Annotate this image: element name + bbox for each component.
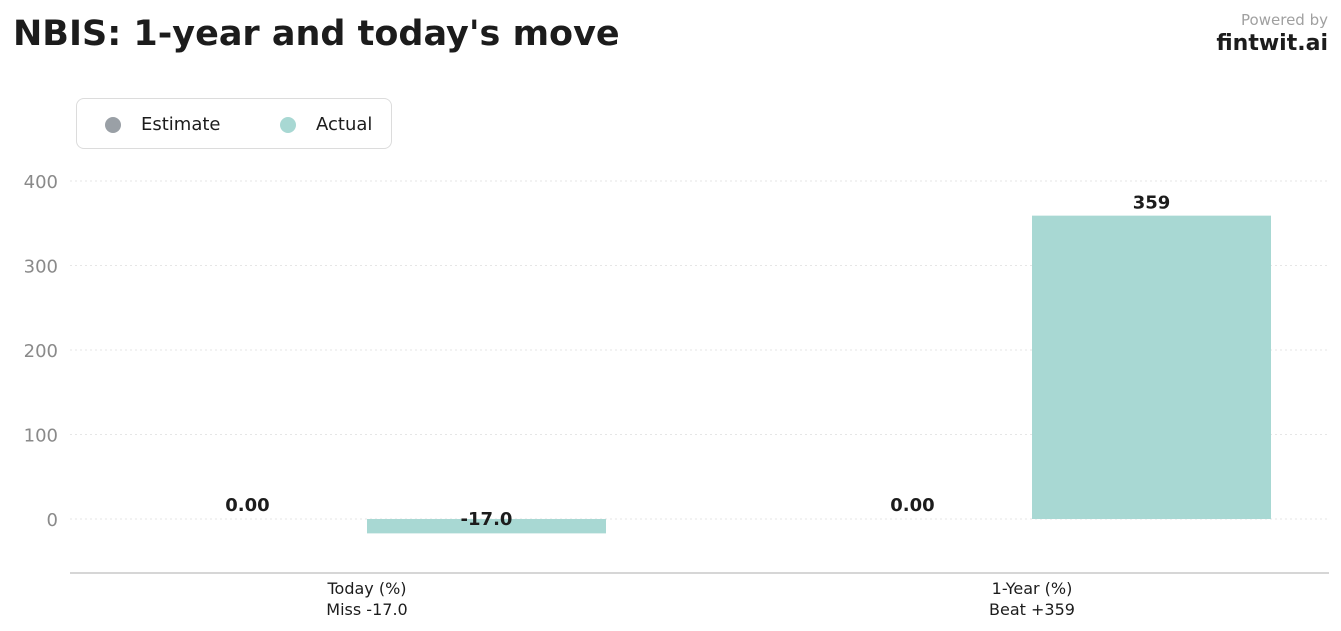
y-tick-label: 300 [24,257,58,278]
x-category-sublabel: Miss -17.0 [326,600,407,619]
chart-title: NBIS: 1-year and today's move [13,14,620,54]
x-category-sublabel: Beat +359 [989,600,1075,619]
y-tick-label: 400 [24,172,58,193]
data-label: 0.00 [890,495,934,516]
x-category-label: 1-Year (%) [992,579,1073,598]
data-label: 0.00 [225,495,269,516]
y-tick-label: 100 [24,426,58,447]
legend-label-estimate: Estimate [141,114,221,135]
powered-by-text: Powered by [1241,11,1328,29]
chart-legend: Estimate Actual [76,98,392,149]
brand-name: fintwit.ai [1216,31,1328,56]
legend-swatch-estimate [105,116,121,133]
legend-label-actual: Actual [316,114,373,135]
bar-actual [1032,215,1271,519]
legend-item-actual: Actual [280,99,372,150]
x-category-label: Today (%) [326,579,406,598]
brand-block: Powered by fintwit.ai [1216,11,1328,59]
bar-actual [367,519,606,534]
data-label: 359 [1133,193,1171,214]
legend-item-estimate: Estimate [105,99,221,150]
data-label: -17.0 [461,509,513,530]
legend-swatch-actual [280,116,296,133]
y-tick-label: 200 [24,341,58,362]
y-tick-label: 0 [47,510,58,531]
